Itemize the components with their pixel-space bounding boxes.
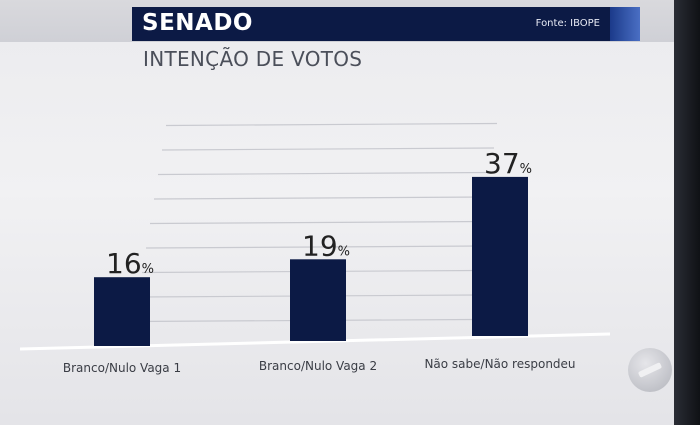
- broadcaster-logo-icon: [628, 348, 672, 392]
- bars: [94, 176, 528, 346]
- bar: [290, 259, 346, 341]
- category-labels: Branco/Nulo Vaga 1 Branco/Nulo Vaga 2 Não …: [63, 357, 576, 375]
- x-axis-baseline: [19, 332, 611, 351]
- source-label: Fonte: IBOPE: [535, 18, 600, 29]
- value-label: 16%: [106, 247, 154, 280]
- chart-subtitle: INTENÇÃO DE VOTOS: [143, 47, 363, 71]
- bar: [94, 277, 150, 346]
- grid-lines: [19, 122, 611, 351]
- header-ribbon: [610, 7, 640, 41]
- value-label: 19%: [302, 229, 350, 262]
- tv-bezel: [674, 0, 700, 425]
- category-label: Não sabe/Não respondeu: [424, 357, 575, 371]
- grid-line: [153, 196, 489, 200]
- grid-line: [165, 122, 498, 127]
- chart-title: SENADO: [142, 10, 253, 36]
- category-label: Branco/Nulo Vaga 1: [63, 361, 181, 375]
- bar: [472, 176, 528, 336]
- header-bar: SENADO Fonte: IBOPE: [132, 7, 640, 41]
- grid-line: [157, 171, 492, 176]
- category-label: Branco/Nulo Vaga 2: [259, 359, 377, 373]
- grid-line: [161, 147, 495, 151]
- value-labels: 16% 19% 37%: [106, 147, 532, 280]
- value-label: 37%: [484, 147, 532, 180]
- grid-line: [149, 220, 486, 225]
- grid-line: [145, 245, 483, 249]
